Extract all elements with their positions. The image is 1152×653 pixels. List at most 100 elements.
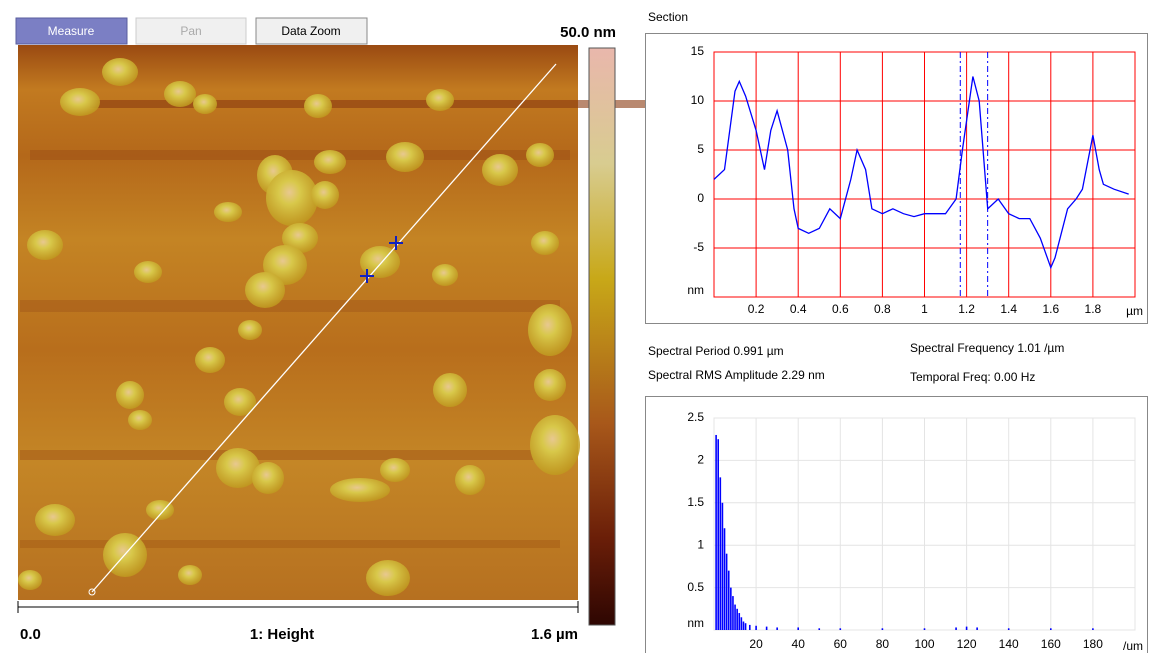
button-measure[interactable] (15, 17, 128, 45)
button-data-zoom[interactable] (255, 17, 368, 45)
scale-start-label: 0.0 (20, 626, 41, 643)
x-tick-label: 120 (957, 637, 977, 651)
particle (27, 230, 63, 260)
x-tick-label: 1.2 (958, 302, 975, 316)
y-tick-label: 0 (697, 191, 704, 205)
x-tick-label: 1.4 (1000, 302, 1017, 316)
stat: Spectral RMS Amplitude 2.29 nm (648, 368, 825, 382)
band (30, 150, 570, 160)
particle (433, 373, 467, 407)
color-bar (588, 47, 616, 626)
bar (719, 477, 722, 630)
x-tick-label: 180 (1083, 637, 1103, 651)
stat: Spectral Frequency 1.01 /µm (910, 341, 1064, 355)
particle (128, 410, 152, 430)
particle (304, 94, 332, 118)
bar (765, 626, 768, 630)
y-tick-label: -5 (693, 240, 704, 254)
band (20, 300, 560, 312)
scale-max: 50.0 nm (560, 24, 616, 41)
particle (164, 81, 196, 107)
particle (245, 272, 285, 308)
particle (193, 94, 217, 114)
x-tick-label: 160 (1041, 637, 1061, 651)
bar (755, 625, 757, 630)
bar (734, 604, 736, 630)
particle (380, 458, 410, 482)
particle (102, 58, 138, 86)
particle (531, 231, 559, 255)
band (90, 100, 650, 108)
bar (736, 608, 738, 630)
particle (282, 223, 318, 253)
bar (976, 627, 978, 630)
particle (528, 304, 572, 356)
x-tick-label: 0.6 (832, 302, 849, 316)
particle (366, 560, 410, 596)
stat: Spectral Period 0.991 µm (648, 344, 784, 358)
particle (432, 264, 458, 286)
y-tick-label: 10 (691, 93, 705, 107)
x-tick-label: 20 (749, 637, 763, 651)
particle (455, 465, 485, 495)
particle (146, 500, 174, 520)
channel-label: 1: Height (250, 626, 314, 643)
bar (748, 624, 751, 630)
bar (723, 528, 726, 630)
section-line-trace (713, 76, 1129, 270)
x-tick-label: 60 (834, 637, 848, 651)
x-axis-label: µm (1126, 304, 1143, 318)
bar (732, 596, 734, 630)
particle (216, 448, 260, 488)
bar (797, 627, 799, 630)
scale-end-label: 1.6 µm (531, 626, 578, 643)
particle (330, 478, 390, 502)
particle (18, 570, 42, 590)
bar (1092, 628, 1094, 630)
afm-image (18, 45, 650, 600)
particle (60, 88, 100, 116)
y-tick-label: 0.5 (687, 580, 704, 594)
particle (534, 369, 566, 401)
particle (238, 320, 262, 340)
bar (965, 626, 968, 630)
bar (1050, 628, 1052, 630)
particle (314, 150, 346, 174)
bar (923, 628, 926, 630)
bar (818, 628, 821, 630)
particle (386, 142, 424, 172)
particle (311, 181, 339, 209)
button-pan[interactable] (135, 17, 247, 45)
x-tick-label: 1.6 (1042, 302, 1059, 316)
bar (744, 623, 747, 630)
bar (740, 617, 743, 630)
particle (526, 143, 554, 167)
x-tick-label: 140 (999, 637, 1019, 651)
x-tick-label: 0.8 (874, 302, 891, 316)
y-tick-label: 2 (697, 453, 704, 467)
y-tick-label: 1.5 (687, 495, 704, 509)
particle (252, 462, 284, 494)
x-tick-label: 1 (921, 302, 928, 316)
particle (195, 347, 225, 373)
bar (955, 627, 957, 630)
particle (224, 388, 256, 416)
particle (426, 89, 454, 111)
bar (725, 553, 728, 630)
section-title: Section (648, 10, 688, 24)
button-label: Pan (180, 24, 201, 38)
x-tick-label: 100 (914, 637, 934, 651)
particle (482, 154, 518, 186)
bar (839, 628, 842, 630)
bar (742, 621, 745, 630)
bar (1007, 628, 1010, 630)
band (20, 540, 560, 548)
y-tick-label: 5 (697, 142, 704, 156)
particle (134, 261, 162, 283)
particle (116, 381, 144, 409)
x-tick-label: 0.4 (790, 302, 807, 316)
x-tick-label: 0.2 (748, 302, 765, 316)
button-label: Data Zoom (281, 24, 340, 38)
line-start (88, 588, 96, 596)
bar (881, 628, 884, 630)
